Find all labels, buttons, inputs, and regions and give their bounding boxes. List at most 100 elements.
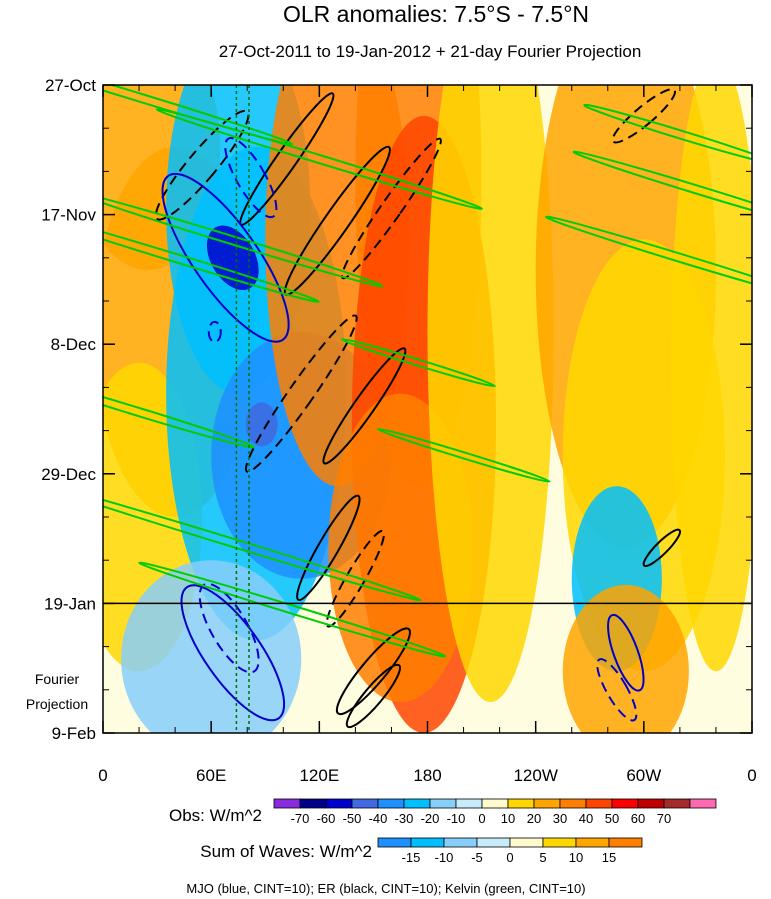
mjo-contour-2 [207, 320, 222, 343]
colorbar-box [325, 798, 353, 809]
colorbar-box [542, 837, 577, 848]
colorbar-tick-label: -60 [317, 811, 336, 826]
mjo-contour-5 [607, 613, 645, 692]
kelvin-contour-6 [103, 375, 255, 449]
kelvin-contour-8 [376, 427, 551, 483]
colorbar-tick-label: 0 [506, 850, 513, 865]
anomaly-patch-16 [562, 584, 689, 733]
colorbar-box [273, 798, 301, 809]
colorbar-box [637, 798, 665, 809]
colorbar-tick-label: 30 [553, 811, 567, 826]
kelvin-contour-0 [103, 85, 294, 146]
colorbar-box [410, 837, 445, 848]
colorbar-tick-label: -40 [369, 811, 388, 826]
colorbar-tick-label: 40 [579, 811, 593, 826]
mjo-contour-6 [596, 658, 638, 722]
colorbar-tick-label: 70 [657, 811, 671, 826]
colorbar-box [611, 798, 639, 809]
colorbar-tick-label: -15 [402, 850, 421, 865]
y-tick-label-8-dec: 8-Dec [51, 335, 97, 354]
colorbar-box [585, 798, 613, 809]
mjo-contour-0 [161, 172, 290, 343]
x-tick-label-0: 0 [98, 766, 107, 785]
colorbar-tick-label: 10 [569, 850, 583, 865]
colorbar-box [689, 798, 717, 809]
colorbar-tick-label: 50 [605, 811, 619, 826]
colorbar-box [377, 837, 412, 848]
colorbar-tick-label: 20 [527, 811, 541, 826]
kelvin-contour-1 [155, 108, 483, 210]
mjo-contour-1 [224, 136, 278, 219]
obs-colorbar-tick-labels: -70 -60 -50 -40 -30 -20 -10 0 10 20 30 40 50 60 70 [291, 811, 672, 826]
colorbar-box [663, 798, 691, 809]
er-contour-9 [345, 663, 402, 729]
waves-colorbar [377, 837, 643, 848]
kelvin-contour-9 [103, 482, 422, 602]
colorbar-tick-label: -50 [343, 811, 362, 826]
kelvin-contour-2 [103, 191, 384, 288]
projection-label-line1: Fourier [35, 671, 80, 687]
y-tick-label-29-dec: 29-Dec [41, 465, 96, 484]
obs-colorbar [273, 798, 717, 809]
colorbar-tick-label: -10 [447, 811, 466, 826]
anomaly-patch-13 [670, 85, 752, 672]
x-tick-label-60w: 60W [626, 766, 661, 785]
colorbar-box [429, 798, 457, 809]
waves-colorbar-label: Sum of Waves: W/m^2 [200, 842, 372, 861]
colorbar-tick-label: -5 [471, 850, 483, 865]
chart-title: OLR anomalies: 7.5°S - 7.5°N [283, 1, 589, 27]
colorbar-tick-label: -20 [421, 811, 440, 826]
er-contour-6 [296, 494, 361, 602]
axis-ticks [102, 84, 753, 734]
colorbar-box [559, 798, 587, 809]
chart-subtitle: 27-Oct-2011 to 19-Jan-2012 + 21-day Four… [219, 42, 642, 61]
kelvin-contour-3 [103, 212, 320, 303]
wave-contours [103, 85, 752, 733]
x-tick-label-360: 0 [747, 766, 756, 785]
plot-area [103, 85, 752, 733]
kelvin-contour-11 [545, 215, 752, 300]
er-contour-4 [244, 314, 358, 473]
colorbar-box [377, 798, 405, 809]
colorbar-tick-label: -70 [291, 811, 310, 826]
waves-colorbar-tick-labels: -15 -10 -5 0 5 10 15 [402, 850, 617, 865]
anomaly-core-2 [245, 402, 278, 447]
y-tick-label-17-nov: 17-Nov [41, 206, 96, 225]
colorbar-box [476, 837, 511, 848]
colorbar-box [403, 798, 431, 809]
x-tick-label-60e: 60E [196, 766, 226, 785]
colorbar-tick-label: -30 [395, 811, 414, 826]
colorbar-tick-label: 15 [602, 850, 616, 865]
colorbar-box [481, 798, 509, 809]
colorbar-box [608, 837, 643, 848]
anomaly-patch-10 [427, 85, 554, 703]
colorbar-tick-label: 0 [478, 811, 485, 826]
er-contour-5 [322, 347, 407, 465]
er-contour-8 [335, 627, 411, 716]
colorbar-tick-label: 5 [539, 850, 546, 865]
y-tick-label-9-feb: 9-Feb [52, 724, 96, 743]
colorbar-box [509, 837, 544, 848]
kelvin-contour-10 [138, 561, 447, 658]
anomaly-core-mjo [206, 225, 259, 291]
colorbar-box [507, 798, 535, 809]
mjo-contour-3 [198, 582, 260, 674]
mjo-contour-4 [180, 584, 286, 722]
er-contour-11 [642, 528, 682, 568]
x-tick-label-120e: 120E [299, 766, 339, 785]
y-tick-label-19-jan: 19-Jan [44, 594, 96, 613]
contour-legend-note: MJO (blue, CINT=10); ER (black, CINT=10)… [186, 881, 585, 896]
colorbar-box [575, 837, 610, 848]
x-tick-label-120w: 120W [513, 766, 557, 785]
projection-label-line2: Projection [26, 696, 88, 712]
colorbar-box [351, 798, 379, 809]
x-tick-label-180: 180 [413, 766, 441, 785]
er-contour-3 [341, 137, 442, 280]
er-contour-10 [611, 88, 677, 144]
kelvin-contour-4 [572, 150, 752, 230]
colorbar-box [299, 798, 327, 809]
er-contour-0 [154, 109, 250, 221]
y-tick-label-27-oct: 27-Oct [45, 76, 96, 95]
colorbar-box [533, 798, 561, 809]
